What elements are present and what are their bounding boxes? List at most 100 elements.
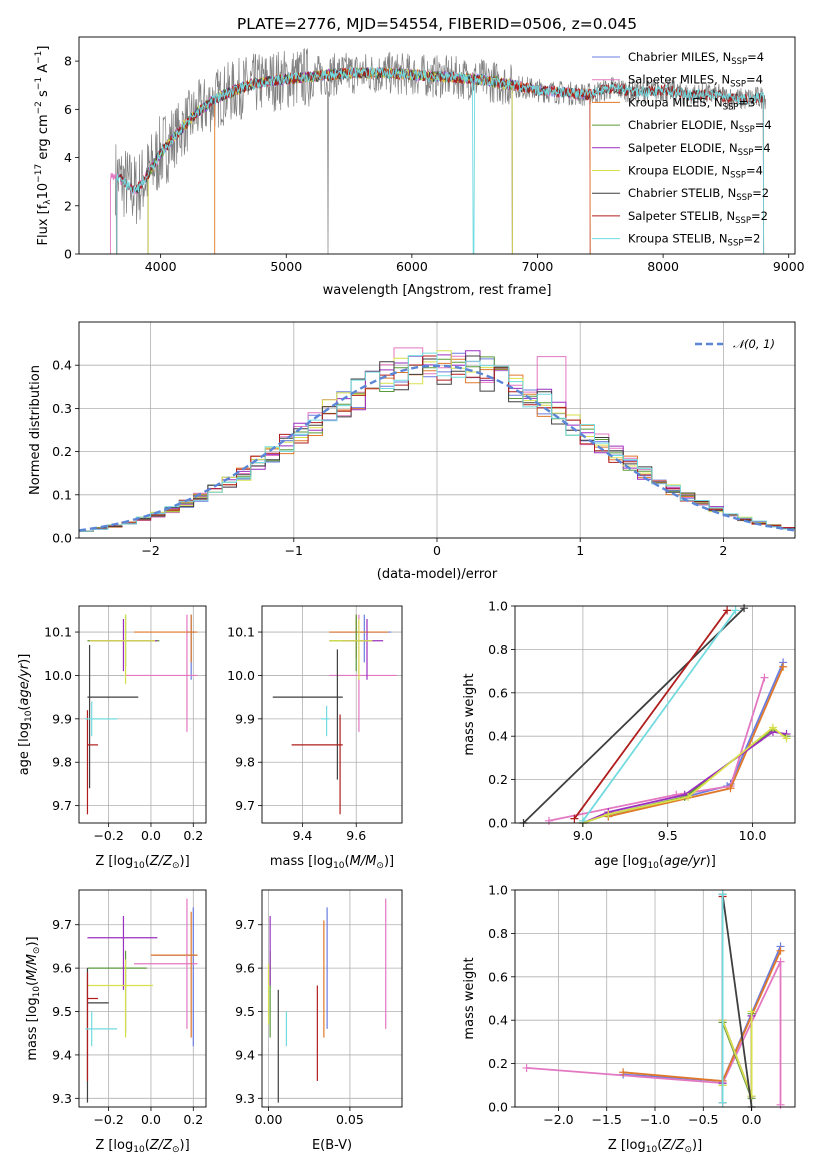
weight-line-salpeter_stelib: [573, 609, 728, 820]
x-tick-label: 0.0: [742, 1112, 762, 1127]
legend-label-salpeter_stelib: Salpeter STELIB, NSSP=2: [628, 209, 768, 226]
errorbar-chabrier_stelib: [272, 649, 343, 780]
legend-label-salpeter_miles: Salpeter MILES, NSSP=4: [628, 73, 763, 90]
x-axis-label: E(B-V): [312, 1138, 352, 1153]
weight-marker-kroupa_elodie: [604, 810, 613, 819]
axes-frame: [514, 889, 796, 1108]
axes-frame: [514, 605, 796, 824]
x-axis-label: Z [log10(Z/Z⊙)]: [95, 854, 189, 871]
x-axis-label: (data-model)/error: [377, 567, 498, 582]
x-tick-label: 6000: [396, 259, 428, 274]
axes-frame: [261, 605, 403, 824]
weight-marker-kroupa_elodie: [747, 1092, 756, 1101]
weight-marker-salpeter_miles: [522, 1063, 531, 1072]
y-tick-label: 0.0: [52, 531, 72, 546]
x-tick-label: 9.0: [573, 828, 593, 843]
weight-marker-kroupa_elodie: [747, 1007, 756, 1016]
y-tick-label: 0.1: [52, 487, 72, 502]
y-tick-label: 9.8: [52, 755, 72, 770]
x-tick-label: 1: [576, 543, 584, 558]
axes-frame: [78, 605, 207, 824]
y-tick-label: 0.0: [488, 816, 508, 831]
weight-marker-kroupa_elodie: [768, 723, 777, 732]
y-tick-label: 0.8: [488, 642, 508, 657]
weight-marker-kroupa_miles: [619, 1068, 628, 1077]
histogram-kroupa_stelib: [79, 352, 795, 532]
y-tick-label: 9.3: [52, 1091, 72, 1106]
x-tick-label: 0.0: [141, 828, 161, 843]
panel-mass_age: 9.4 9.6 9.7 9.8 9.9 10.0 10.1 mass [log10(M/M⊙)…: [227, 605, 403, 871]
weight-marker-salpeter_stelib: [570, 814, 579, 823]
y-tick-label: 9.5: [52, 1004, 72, 1019]
x-tick-label: 9.6: [346, 828, 366, 843]
x-tick-label: −1.0: [640, 1112, 670, 1127]
weight-line-salpeter_miles: [548, 677, 766, 822]
axes-frame: [78, 321, 796, 539]
panel-residuals: −2 −1 0 1 2 0.0 0.1 0.2 0.3 0.4 𝒩(0, 1) (data-model…: [28, 321, 796, 582]
y-tick-label: 9.9: [235, 711, 255, 726]
weight-marker-salpeter_miles: [776, 957, 785, 966]
ticks-mass_age: 9.4 9.6 9.7 9.8 9.9 10.0 10.1: [227, 625, 366, 843]
x-axis-label: Z [log10(Z/Z⊙)]: [95, 1138, 189, 1155]
weight-line-kroupa_stelib: [582, 609, 737, 822]
errorbar-salpeter_elodie: [89, 619, 158, 672]
y-tick-label: 0.4: [488, 729, 508, 744]
weight-marker-kroupa_elodie: [684, 792, 693, 801]
errorbar-salpeter_stelib: [86, 710, 99, 815]
ticks-residuals: −2 −1 0 1 2 0.0 0.1 0.2 0.3 0.4: [52, 358, 727, 558]
y-tick-label: 0.2: [488, 772, 508, 787]
weight-marker-salpeter_miles: [776, 1100, 785, 1109]
x-tick-label: −2.0: [543, 1112, 573, 1127]
x-tick-label: 0.2: [183, 1112, 203, 1127]
y-tick-label: 0.0: [488, 1100, 508, 1115]
gaussian-curve: [78, 364, 796, 532]
x-tick-label: 7000: [522, 259, 554, 274]
plot-area-age_weight: [519, 604, 791, 827]
axes-frame: [261, 889, 403, 1108]
x-axis-label: mass [log10(M/M⊙)]: [270, 854, 394, 871]
weight-marker-chabrier_stelib: [740, 604, 749, 613]
errorbar-kroupa_elodie: [329, 619, 373, 680]
x-axis-label: Z [log10(Z/Z⊙)]: [608, 1138, 702, 1155]
legend-label-gaussian: 𝒩(0, 1): [733, 337, 775, 351]
plot-area-spectrum: [109, 48, 767, 254]
model-spectrum-kroupa_stelib: [116, 66, 765, 254]
ticks-age_weight: 9.0 9.5 10.0 0.0 0.2 0.4 0.6 0.8 1.0: [488, 599, 766, 844]
model-spectrum-chabrier_elodie: [147, 67, 513, 254]
weight-marker-kroupa_stelib: [731, 606, 740, 615]
panel-z_weight: −2.0 −1.5 −1.0 −0.5 0.0 0.0 0.2 0.4 0.6 0.8 1.0 Z […: [462, 883, 796, 1155]
weight-marker-salpeter_miles: [760, 673, 769, 682]
y-tick-label: 1.0: [488, 599, 508, 614]
y-tick-label: 0.4: [52, 358, 72, 373]
panel-age_weight: 9.0 9.5 10.0 0.0 0.2 0.4 0.6 0.8 1.0 age [log10(a…: [462, 599, 796, 871]
x-tick-label: 2: [719, 543, 727, 558]
errorbar-salpeter_miles: [125, 614, 198, 732]
errorbar-chabrier_miles: [329, 614, 392, 663]
y-tick-label: 0.4: [488, 1013, 508, 1028]
y-tick-label: 2: [64, 198, 72, 213]
legend-label-chabrier_stelib: Chabrier STELIB, NSSP=2: [628, 186, 769, 203]
ticks-z_mass: −0.2 0.0 0.2 9.3 9.4 9.5 9.6 9.7: [52, 917, 203, 1127]
axes-frame: [78, 36, 796, 255]
errorbar-salpeter_elodie: [87, 916, 158, 990]
errorbar-kroupa_miles: [150, 911, 198, 1038]
y-tick-label: 9.7: [235, 917, 255, 932]
y-tick-label: 0.2: [488, 1056, 508, 1071]
panel-z_age: −0.2 0.0 0.2 9.7 9.8 9.9 10.0 10.1 Z [log10(Z/Z⊙…: [17, 605, 207, 871]
legend-label-chabrier_elodie: Chabrier ELODIE, NSSP=4: [628, 118, 772, 135]
errorbar-kroupa_stelib: [85, 701, 118, 737]
y-tick-label: 0.2: [52, 444, 72, 459]
axes-frame: [78, 889, 207, 1108]
weight-marker-salpeter_stelib: [723, 606, 732, 615]
legend-label-kroupa_elodie: Kroupa ELODIE, NSSP=4: [628, 164, 763, 181]
y-tick-label: 9.6: [52, 961, 72, 976]
x-tick-label: 9.5: [658, 828, 678, 843]
panel-spectrum: 4000 5000 6000 7000 8000 9000 0 2 4 6 8 Chabrier MI…: [34, 36, 805, 298]
y-axis-label: mass [log10(M/M⊙)]: [25, 936, 42, 1060]
x-tick-label: 8000: [647, 259, 679, 274]
legend-label-salpeter_elodie: Salpeter ELODIE, NSSP=4: [628, 141, 771, 158]
panel-z_mass: −0.2 0.0 0.2 9.3 9.4 9.5 9.6 9.7 Z [log10(Z/Z⊙)]…: [25, 889, 207, 1155]
weight-marker-kroupa_miles: [726, 784, 735, 793]
errorbar-chabrier_elodie: [329, 614, 373, 672]
plot-area-ebv_mass: [267, 898, 387, 1103]
